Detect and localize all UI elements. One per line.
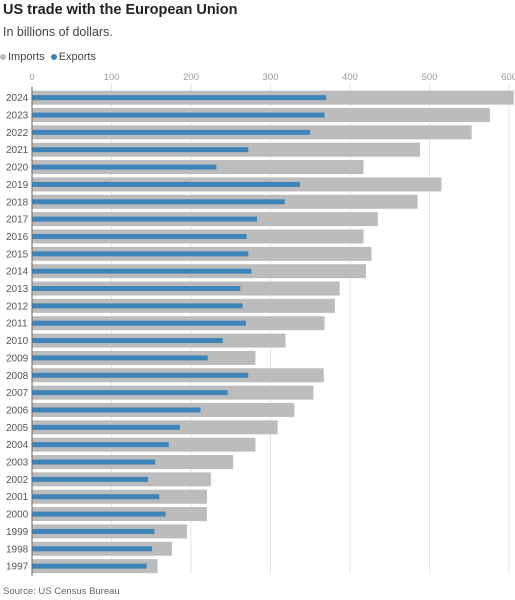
category-label: 2013	[6, 284, 29, 295]
x-tick-label: 200	[183, 72, 199, 83]
category-label: 2001	[6, 492, 29, 503]
category-label: 2009	[6, 353, 29, 364]
imports-swatch-icon	[0, 54, 6, 60]
exports-bar	[32, 199, 285, 205]
exports-bar	[32, 494, 160, 500]
category-label: 2008	[6, 371, 29, 382]
category-label: 2003	[6, 458, 29, 469]
category-label: 2006	[6, 405, 29, 416]
exports-bar	[32, 164, 217, 170]
category-label: 2011	[6, 319, 28, 330]
source-note: Source: US Census Bureau	[3, 586, 120, 597]
category-label: 2022	[6, 128, 29, 139]
category-label: 2004	[6, 440, 29, 451]
legend-item-imports: Imports	[0, 51, 45, 63]
category-label: 2007	[6, 388, 29, 399]
category-label: 2000	[6, 510, 29, 521]
exports-bar	[32, 268, 252, 274]
category-label: 2019	[6, 180, 29, 191]
exports-bar	[32, 233, 247, 239]
category-label: 2016	[6, 232, 29, 243]
exports-bar	[32, 459, 156, 465]
category-label: 2012	[6, 301, 29, 312]
category-label: 2017	[6, 215, 29, 226]
exports-bar	[32, 372, 249, 378]
chart-subtitle: In billions of dollars.	[3, 25, 113, 39]
exports-bar	[32, 563, 147, 569]
x-tick-label: 600	[501, 72, 515, 83]
exports-bar	[32, 511, 166, 517]
category-label: 2018	[6, 197, 29, 208]
exports-bar	[32, 112, 325, 118]
exports-bar	[32, 129, 311, 135]
exports-bar	[32, 286, 241, 292]
x-tick-label: 100	[104, 72, 120, 83]
category-label: 2014	[6, 267, 29, 278]
exports-bar	[32, 95, 327, 101]
exports-bar	[32, 181, 300, 187]
category-label: 2021	[6, 145, 29, 156]
category-label: 1999	[6, 527, 29, 538]
exports-bar	[32, 251, 249, 257]
category-label: 2023	[6, 111, 29, 122]
legend-label-exports: Exports	[58, 51, 96, 63]
exports-bar	[32, 424, 180, 430]
x-tick-label: 300	[263, 72, 279, 83]
x-tick-label: 500	[422, 72, 438, 83]
category-label: 2010	[6, 336, 29, 347]
exports-bar	[32, 528, 155, 534]
exports-bar	[32, 147, 249, 153]
category-label: 2005	[6, 423, 29, 434]
category-label: 1997	[6, 562, 29, 573]
category-label: 1998	[6, 544, 29, 555]
category-label: 2002	[6, 475, 29, 486]
chart-title: US trade with the European Union	[3, 2, 238, 18]
category-label: 2015	[6, 249, 29, 260]
exports-bar	[32, 216, 257, 222]
exports-bar	[32, 355, 208, 361]
exports-bar	[32, 303, 243, 309]
x-tick-label: 400	[342, 72, 358, 83]
x-tick-label: 0	[29, 72, 34, 83]
exports-bar	[32, 546, 153, 552]
exports-bar	[32, 390, 228, 396]
category-label: 2020	[6, 163, 29, 174]
legend-label-imports: Imports	[8, 51, 45, 63]
exports-bar	[32, 320, 246, 326]
legend-item-exports: Exports	[50, 51, 96, 63]
exports-bar	[32, 338, 223, 344]
category-label: 2024	[6, 93, 29, 104]
exports-bar	[32, 476, 149, 482]
exports-bar	[32, 442, 169, 448]
exports-bar	[32, 407, 201, 413]
exports-swatch-icon	[50, 54, 57, 60]
legend: Imports Exports	[0, 51, 102, 63]
